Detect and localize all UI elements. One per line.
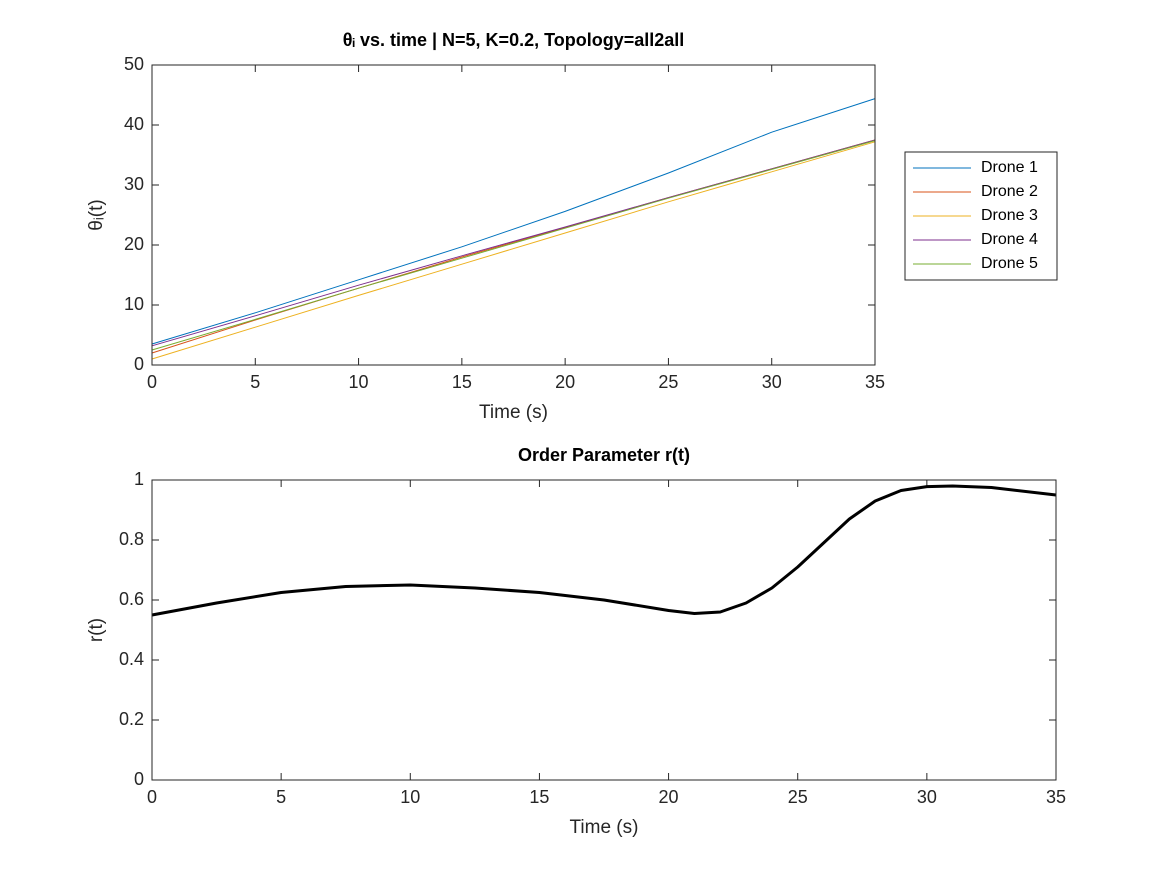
x-tick-label: 30 <box>762 372 782 392</box>
x-axis-label: Time (s) <box>479 402 548 423</box>
legend-label: Drone 5 <box>981 255 1038 272</box>
y-tick-label: 0.6 <box>119 589 144 609</box>
x-tick-label: 10 <box>400 787 420 807</box>
data-line <box>151 140 876 351</box>
plot-area <box>152 480 1056 780</box>
axes: 0 5 10 15 20 25 30 35 0 0.2 0.4 0.6 0.8 1 Order Parame… <box>86 445 1066 838</box>
x-tick-label: 20 <box>555 372 575 392</box>
y-tick-label: 50 <box>124 54 144 74</box>
axes-box <box>151 479 1057 781</box>
y-tick-label: 1 <box>134 469 144 489</box>
x-tick-label: 15 <box>529 787 549 807</box>
y-tick-label: 20 <box>124 234 144 254</box>
axes: 0 5 10 15 20 25 30 35 0 10 20 30 40 50 θᵢ vs. time | N… <box>86 30 1058 423</box>
y-axis-label: θᵢ(t) <box>86 199 107 231</box>
legend-label: Drone 4 <box>981 231 1038 248</box>
y-tick-label: 40 <box>124 114 144 134</box>
x-tick-label: 0 <box>147 787 157 807</box>
data-line <box>151 139 876 347</box>
legend-label: Drone 3 <box>981 207 1038 224</box>
chart-title: θᵢ vs. time | N=5, K=0.2, Topology=all2a… <box>343 30 685 50</box>
x-tick-label: 15 <box>452 372 472 392</box>
legend-label: Drone 1 <box>981 159 1038 176</box>
legend: Drone 1 Drone 2 Drone 3 Drone 4 Drone 5 <box>904 151 1058 281</box>
y-tick-label: 0 <box>134 769 144 789</box>
x-tick-label: 5 <box>276 787 286 807</box>
axes-box <box>151 64 876 366</box>
data-line <box>151 484 1057 617</box>
data-line <box>151 98 876 345</box>
x-tick-label: 20 <box>659 787 679 807</box>
y-tick-label: 0.4 <box>119 649 144 669</box>
x-tick-label: 10 <box>349 372 369 392</box>
x-tick-label: 30 <box>917 787 937 807</box>
y-axis-label: r(t) <box>86 618 107 642</box>
x-tick-label: 25 <box>658 372 678 392</box>
y-tick-label: 0.8 <box>119 529 144 549</box>
x-tick-label: 35 <box>1046 787 1066 807</box>
plot-area <box>152 65 875 365</box>
legend-label: Drone 2 <box>981 183 1038 200</box>
y-tick-label: 0.2 <box>119 709 144 729</box>
y-tick-label: 30 <box>124 174 144 194</box>
x-tick-label: 35 <box>865 372 885 392</box>
y-tick-label: 0 <box>134 354 144 374</box>
chart-title: Order Parameter r(t) <box>518 445 690 465</box>
data-line <box>151 141 876 360</box>
x-tick-label: 25 <box>788 787 808 807</box>
x-tick-label: 5 <box>250 372 260 392</box>
x-axis-label: Time (s) <box>570 817 639 838</box>
y-tick-label: 10 <box>124 294 144 314</box>
x-tick-label: 0 <box>147 372 157 392</box>
